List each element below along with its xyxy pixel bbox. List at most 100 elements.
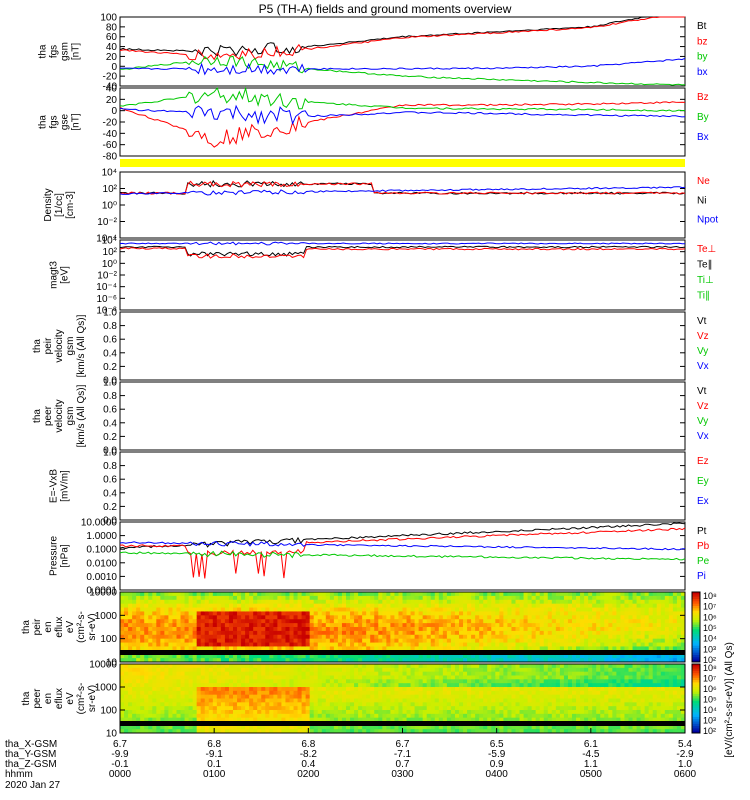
spec-cell [426, 607, 432, 612]
spec-cell [390, 667, 395, 673]
spec-cell [281, 603, 286, 609]
spec-cell [241, 698, 246, 703]
spec-cell [519, 664, 525, 669]
spec-cell [329, 706, 335, 711]
spec-cell [228, 729, 234, 734]
spec-cell [188, 658, 194, 663]
spec-cell [535, 603, 541, 609]
spec-cell [624, 607, 629, 612]
spec-cell [184, 603, 190, 609]
spec-cell [479, 683, 484, 688]
legend-vt: Vt [697, 316, 707, 327]
spec-cell [580, 638, 585, 644]
spec-cell [463, 717, 468, 722]
spec-cell [446, 706, 452, 711]
spec-cell [438, 638, 444, 644]
spec-cell [192, 713, 198, 719]
spec-cell [592, 599, 597, 605]
spec-cell [325, 638, 331, 644]
spec-cell [580, 667, 585, 673]
spec-cell [313, 654, 319, 659]
spec-cell [200, 679, 206, 684]
spec-cell [374, 729, 379, 734]
spec-cell [479, 607, 484, 612]
spec-cell [592, 607, 597, 612]
spec-cell [567, 607, 573, 612]
spec-cell [265, 679, 270, 684]
spec-cell [660, 642, 666, 647]
y-label-line: Pressure [49, 536, 60, 576]
spec-cell [140, 623, 145, 628]
spec-cell [289, 690, 295, 696]
spec-cell [483, 595, 488, 601]
spec-cell [604, 634, 609, 640]
spec-cell [547, 642, 553, 647]
spec-cell [592, 729, 597, 734]
spec-cell [523, 646, 529, 651]
spec-cell [523, 611, 529, 616]
spec-cell [580, 706, 585, 711]
spec-cell [257, 646, 262, 651]
spec-cell [366, 627, 371, 632]
spec-cell [608, 698, 613, 703]
spec-cell [354, 710, 359, 715]
spec-cell [208, 595, 214, 601]
spec-cell [265, 595, 270, 601]
spec-cell [471, 675, 476, 680]
spec-cell [539, 638, 545, 644]
spec-cell [200, 592, 206, 597]
spec-cell [394, 679, 399, 684]
spec-cell [124, 717, 129, 722]
spec-cell [341, 706, 347, 711]
spec-cell [160, 687, 165, 692]
spec-cell [491, 725, 496, 730]
spec-cell [390, 646, 395, 651]
spec-cell [475, 630, 480, 636]
spec-cell [249, 710, 254, 715]
spec-cell [467, 687, 472, 692]
spec-cell [547, 729, 553, 734]
spec-cell [450, 603, 456, 609]
spec-cell [208, 599, 214, 605]
legend-npot: Npot [697, 215, 718, 226]
spec-cell [325, 619, 331, 624]
spec-cell [604, 671, 609, 676]
spec-cell [228, 683, 234, 688]
spec-cell [132, 623, 137, 628]
spec-cell [422, 634, 428, 640]
spec-cell [676, 642, 682, 647]
spec-cell [329, 646, 335, 651]
spec-cell [277, 642, 282, 647]
spec-cell [245, 654, 250, 659]
spec-cell [515, 729, 521, 734]
spec-cell [604, 658, 609, 663]
spec-cell [196, 595, 202, 601]
spec-cell [402, 710, 408, 715]
spec-cell [664, 658, 670, 663]
spec-cell [418, 679, 424, 684]
spec-cell [313, 675, 319, 680]
spec-cell [446, 664, 452, 669]
spec-cell [144, 671, 149, 676]
spec-cell [257, 675, 262, 680]
spec-cell [580, 702, 585, 707]
spec-cell [588, 710, 593, 715]
spec-cell [672, 615, 678, 620]
spec-cell [212, 654, 218, 659]
y-tick-label: 0.6 [103, 475, 117, 486]
spec-cell [354, 599, 359, 605]
y-label-line: tha [32, 339, 43, 353]
spec-cell [531, 675, 537, 680]
spec-cell [668, 615, 674, 620]
spec-cell [559, 634, 565, 640]
spec-cell [664, 630, 670, 636]
spec-cell [309, 595, 315, 601]
spec-cell [289, 675, 295, 680]
spec-cell [555, 599, 561, 605]
spec-cell [531, 623, 537, 628]
spec-cell [228, 630, 234, 636]
spec-cell [172, 619, 177, 624]
spec-cell [188, 595, 194, 601]
spec-cell [467, 675, 472, 680]
spec-cell [224, 615, 230, 620]
